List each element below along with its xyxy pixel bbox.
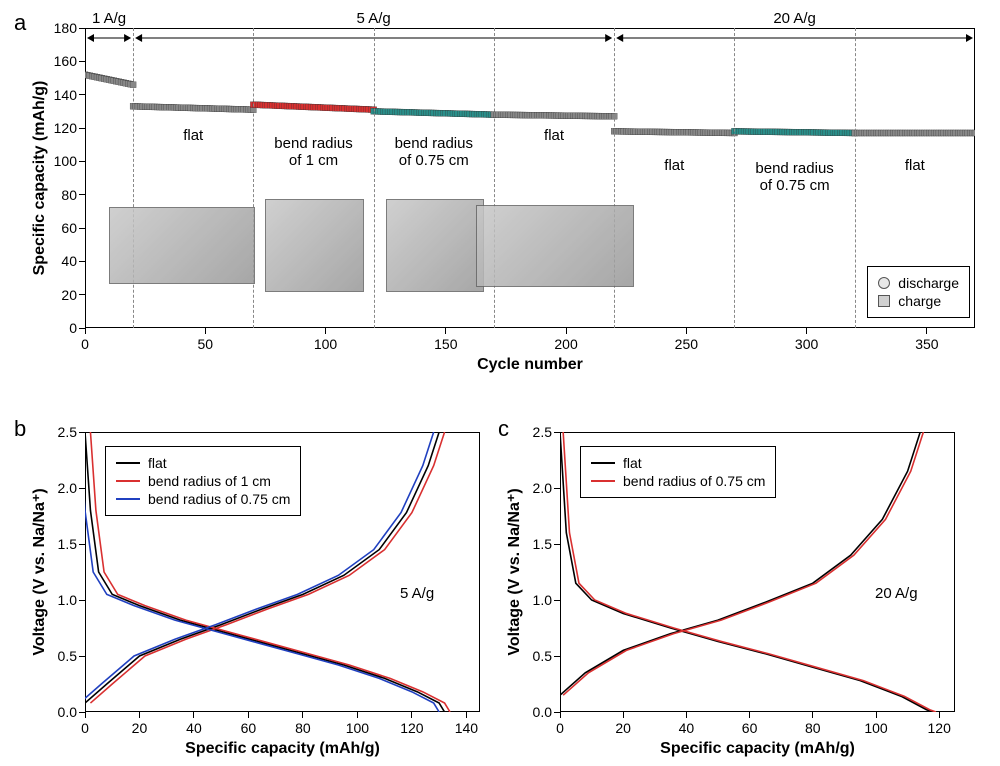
panelB-x-tick: 100: [346, 720, 369, 736]
panel-a-photo: [476, 205, 634, 287]
panelB-legend-item: flat: [116, 455, 290, 471]
panel-a-annotation: flat: [499, 128, 609, 145]
panel-a-photo: [109, 207, 255, 284]
panel-b-rate-text: 5 A/g: [400, 586, 434, 603]
panelC-y-tick: 1.0: [520, 592, 552, 608]
panel-a-x-tick: 50: [197, 336, 213, 352]
panelC-y-tick: 2.0: [520, 480, 552, 496]
panel-a-annotation: flat: [619, 158, 729, 175]
panel-a-photo: [265, 199, 363, 293]
panelB-y-tick: 0.5: [45, 648, 77, 664]
panel-c-x-title: Specific capacity (mAh/g): [560, 740, 955, 758]
panel-a-y-tick: 60: [49, 220, 77, 236]
panel-a-y-tick: 40: [49, 253, 77, 269]
panelC-legend-item: bend radius of 0.75 cm: [591, 473, 765, 489]
panel-a-x-tick: 250: [675, 336, 698, 352]
panel-a-x-tick: 150: [434, 336, 457, 352]
panel-a-vline: [374, 28, 375, 328]
panelB-legend-item: bend radius of 1 cm: [116, 473, 290, 489]
panel-a-y-title: Specific capacity (mAh/g): [31, 28, 49, 328]
panel-a-y-tick: 20: [49, 287, 77, 303]
panel-a-x-title: Cycle number: [85, 356, 975, 374]
panel-a-rate-label: 1 A/g: [79, 10, 139, 27]
panel-c-legend: flat bend radius of 0.75 cm: [580, 446, 776, 498]
panel-a-rate-label: 20 A/g: [765, 10, 825, 27]
panel-a-photo: [386, 199, 484, 293]
panelB-y-tick: 0.0: [45, 704, 77, 720]
panel-a-y-tick: 160: [49, 53, 77, 69]
panel-a-y-tick: 80: [49, 187, 77, 203]
panel-a-x-tick: 100: [314, 336, 337, 352]
panel-a-legend-item: discharge: [878, 275, 959, 291]
panelC-legend-item: flat: [591, 455, 765, 471]
panel-b-x-title: Specific capacity (mAh/g): [85, 740, 480, 758]
panel-a-y-tick: 100: [49, 153, 77, 169]
panel-a-x-tick: 300: [795, 336, 818, 352]
panel-a-annotation: bend radiusof 0.75 cm: [379, 136, 489, 169]
panelC-x-tick: 60: [742, 720, 758, 736]
panel-a-rate-label: 5 A/g: [344, 10, 404, 27]
panel-a-annotation: flat: [860, 158, 970, 175]
panelC-y-tick: 1.5: [520, 536, 552, 552]
panel-a-y-tick: 180: [49, 20, 77, 36]
panelB-legend-item: bend radius of 0.75 cm: [116, 491, 290, 507]
panelC-y-tick: 0.5: [520, 648, 552, 664]
panelC-y-tick: 2.5: [520, 424, 552, 440]
panel-a-legend: discharge charge: [867, 266, 970, 318]
panelB-y-tick: 2.5: [45, 424, 77, 440]
panel-c-y-title: Voltage (V vs. Na/Na⁺): [504, 432, 524, 712]
panelC-x-tick: 120: [928, 720, 951, 736]
panelB-x-tick: 40: [186, 720, 202, 736]
panelC-x-tick: 80: [805, 720, 821, 736]
panelB-x-tick: 80: [295, 720, 311, 736]
panel-a-x-tick: 200: [554, 336, 577, 352]
panel-a-annotation: bend radiusof 0.75 cm: [740, 161, 850, 194]
panel-a-y-tick: 140: [49, 87, 77, 103]
panel-a-y-tick: 0: [49, 320, 77, 336]
panel-b-label: b: [14, 416, 26, 442]
panel-c-rate-text: 20 A/g: [875, 586, 918, 603]
panel-a-legend-item: charge: [878, 293, 959, 309]
panelB-y-tick: 1.0: [45, 592, 77, 608]
panel-a-vline: [855, 28, 856, 328]
panelB-y-tick: 2.0: [45, 480, 77, 496]
panel-a-label: a: [14, 10, 26, 36]
panel-b-y-title: Voltage (V vs. Na/Na⁺): [29, 432, 49, 712]
panelC-x-tick: 40: [679, 720, 695, 736]
panelC-y-tick: 0.0: [520, 704, 552, 720]
panelB-x-tick: 0: [81, 720, 89, 736]
panel-a-annotation: bend radiusof 1 cm: [259, 136, 369, 169]
panelB-x-tick: 60: [241, 720, 257, 736]
panel-a-y-tick: 120: [49, 120, 77, 136]
panelC-x-tick: 0: [556, 720, 564, 736]
panelC-x-tick: 100: [864, 720, 887, 736]
panelB-x-tick: 20: [132, 720, 148, 736]
panelB-x-tick: 120: [400, 720, 423, 736]
panel-a-annotation: flat: [138, 128, 248, 145]
panelB-x-tick: 140: [455, 720, 478, 736]
panelB-y-tick: 1.5: [45, 536, 77, 552]
panel-a-x-tick: 350: [915, 336, 938, 352]
panel-a-vline: [734, 28, 735, 328]
panelC-x-tick: 20: [615, 720, 631, 736]
panel-a-x-tick: 0: [81, 336, 89, 352]
panel-b-legend: flat bend radius of 1 cm bend radius of 0.…: [105, 446, 301, 516]
